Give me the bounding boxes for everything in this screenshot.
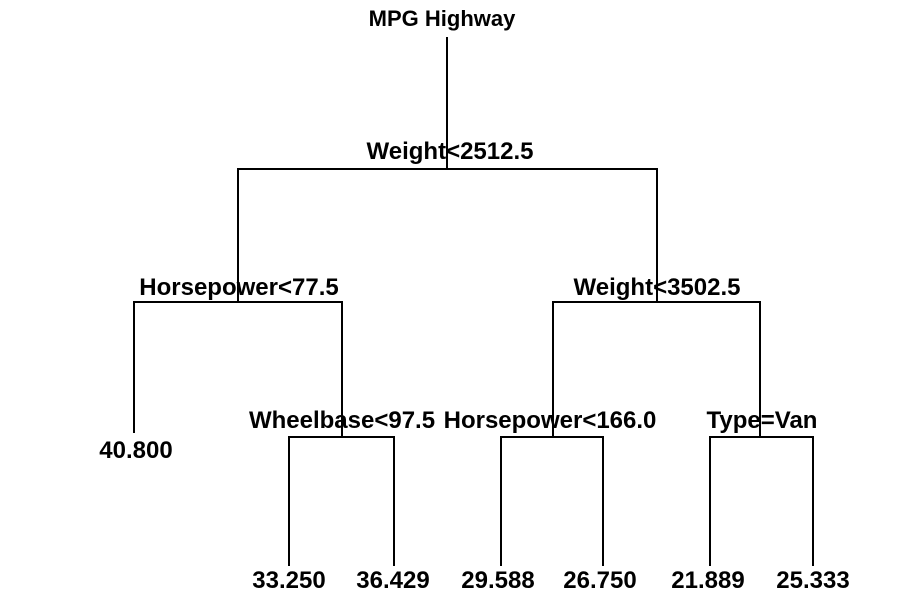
tree-edge-leaf-29588-stub: [500, 436, 502, 566]
tree-edge-wheelbase-branch: [341, 301, 343, 437]
tree-edge-weight3502-crossbar: [552, 301, 761, 303]
split-label-wheelbase-97: Wheelbase<97.5: [248, 407, 436, 434]
tree-edge-typevan-crossbar: [709, 436, 814, 438]
tree-edge-horsepower77-crossbar: [133, 301, 343, 303]
leaf-label-25333: 25.333: [776, 567, 850, 594]
leaf-label-21889: 21.889: [671, 567, 745, 594]
leaf-label-40800: 40.800: [99, 437, 173, 464]
tree-edge-horsepower166-crossbar: [500, 436, 604, 438]
split-label-type-van: Type=Van: [706, 407, 818, 434]
leaf-label-36429: 36.429: [356, 567, 430, 594]
tree-edge-root-stem: [446, 37, 448, 169]
split-label-weight-3502: Weight<3502.5: [573, 274, 741, 301]
split-label-horsepower-77: Horsepower<77.5: [139, 274, 339, 301]
tree-edge-left-branch: [237, 168, 239, 303]
split-label-weight-2512: Weight<2512.5: [366, 138, 534, 165]
leaf-label-33250: 33.250: [252, 567, 326, 594]
tree-edge-right-branch: [656, 168, 658, 303]
plot-title: MPG Highway: [368, 6, 516, 31]
tree-edge-leaf-40800-stub: [133, 301, 135, 433]
tree-edge-typevan-branch: [759, 301, 761, 437]
leaf-label-29588: 29.588: [461, 567, 535, 594]
tree-edge-horsepower166-branch: [552, 301, 554, 437]
leaf-label-26750: 26.750: [563, 567, 637, 594]
tree-edge-leaf-21889-stub: [709, 436, 711, 566]
tree-edge-leaf-33250-stub: [288, 436, 290, 566]
tree-edge-leaf-25333-stub: [812, 436, 814, 566]
tree-edge-wheelbase-crossbar: [288, 436, 395, 438]
tree-edge-level1-crossbar: [237, 168, 658, 170]
split-label-horsepower-166: Horsepower<166.0: [443, 407, 657, 434]
tree-edge-leaf-36429-stub: [393, 436, 395, 566]
tree-edge-leaf-26750-stub: [602, 436, 604, 566]
